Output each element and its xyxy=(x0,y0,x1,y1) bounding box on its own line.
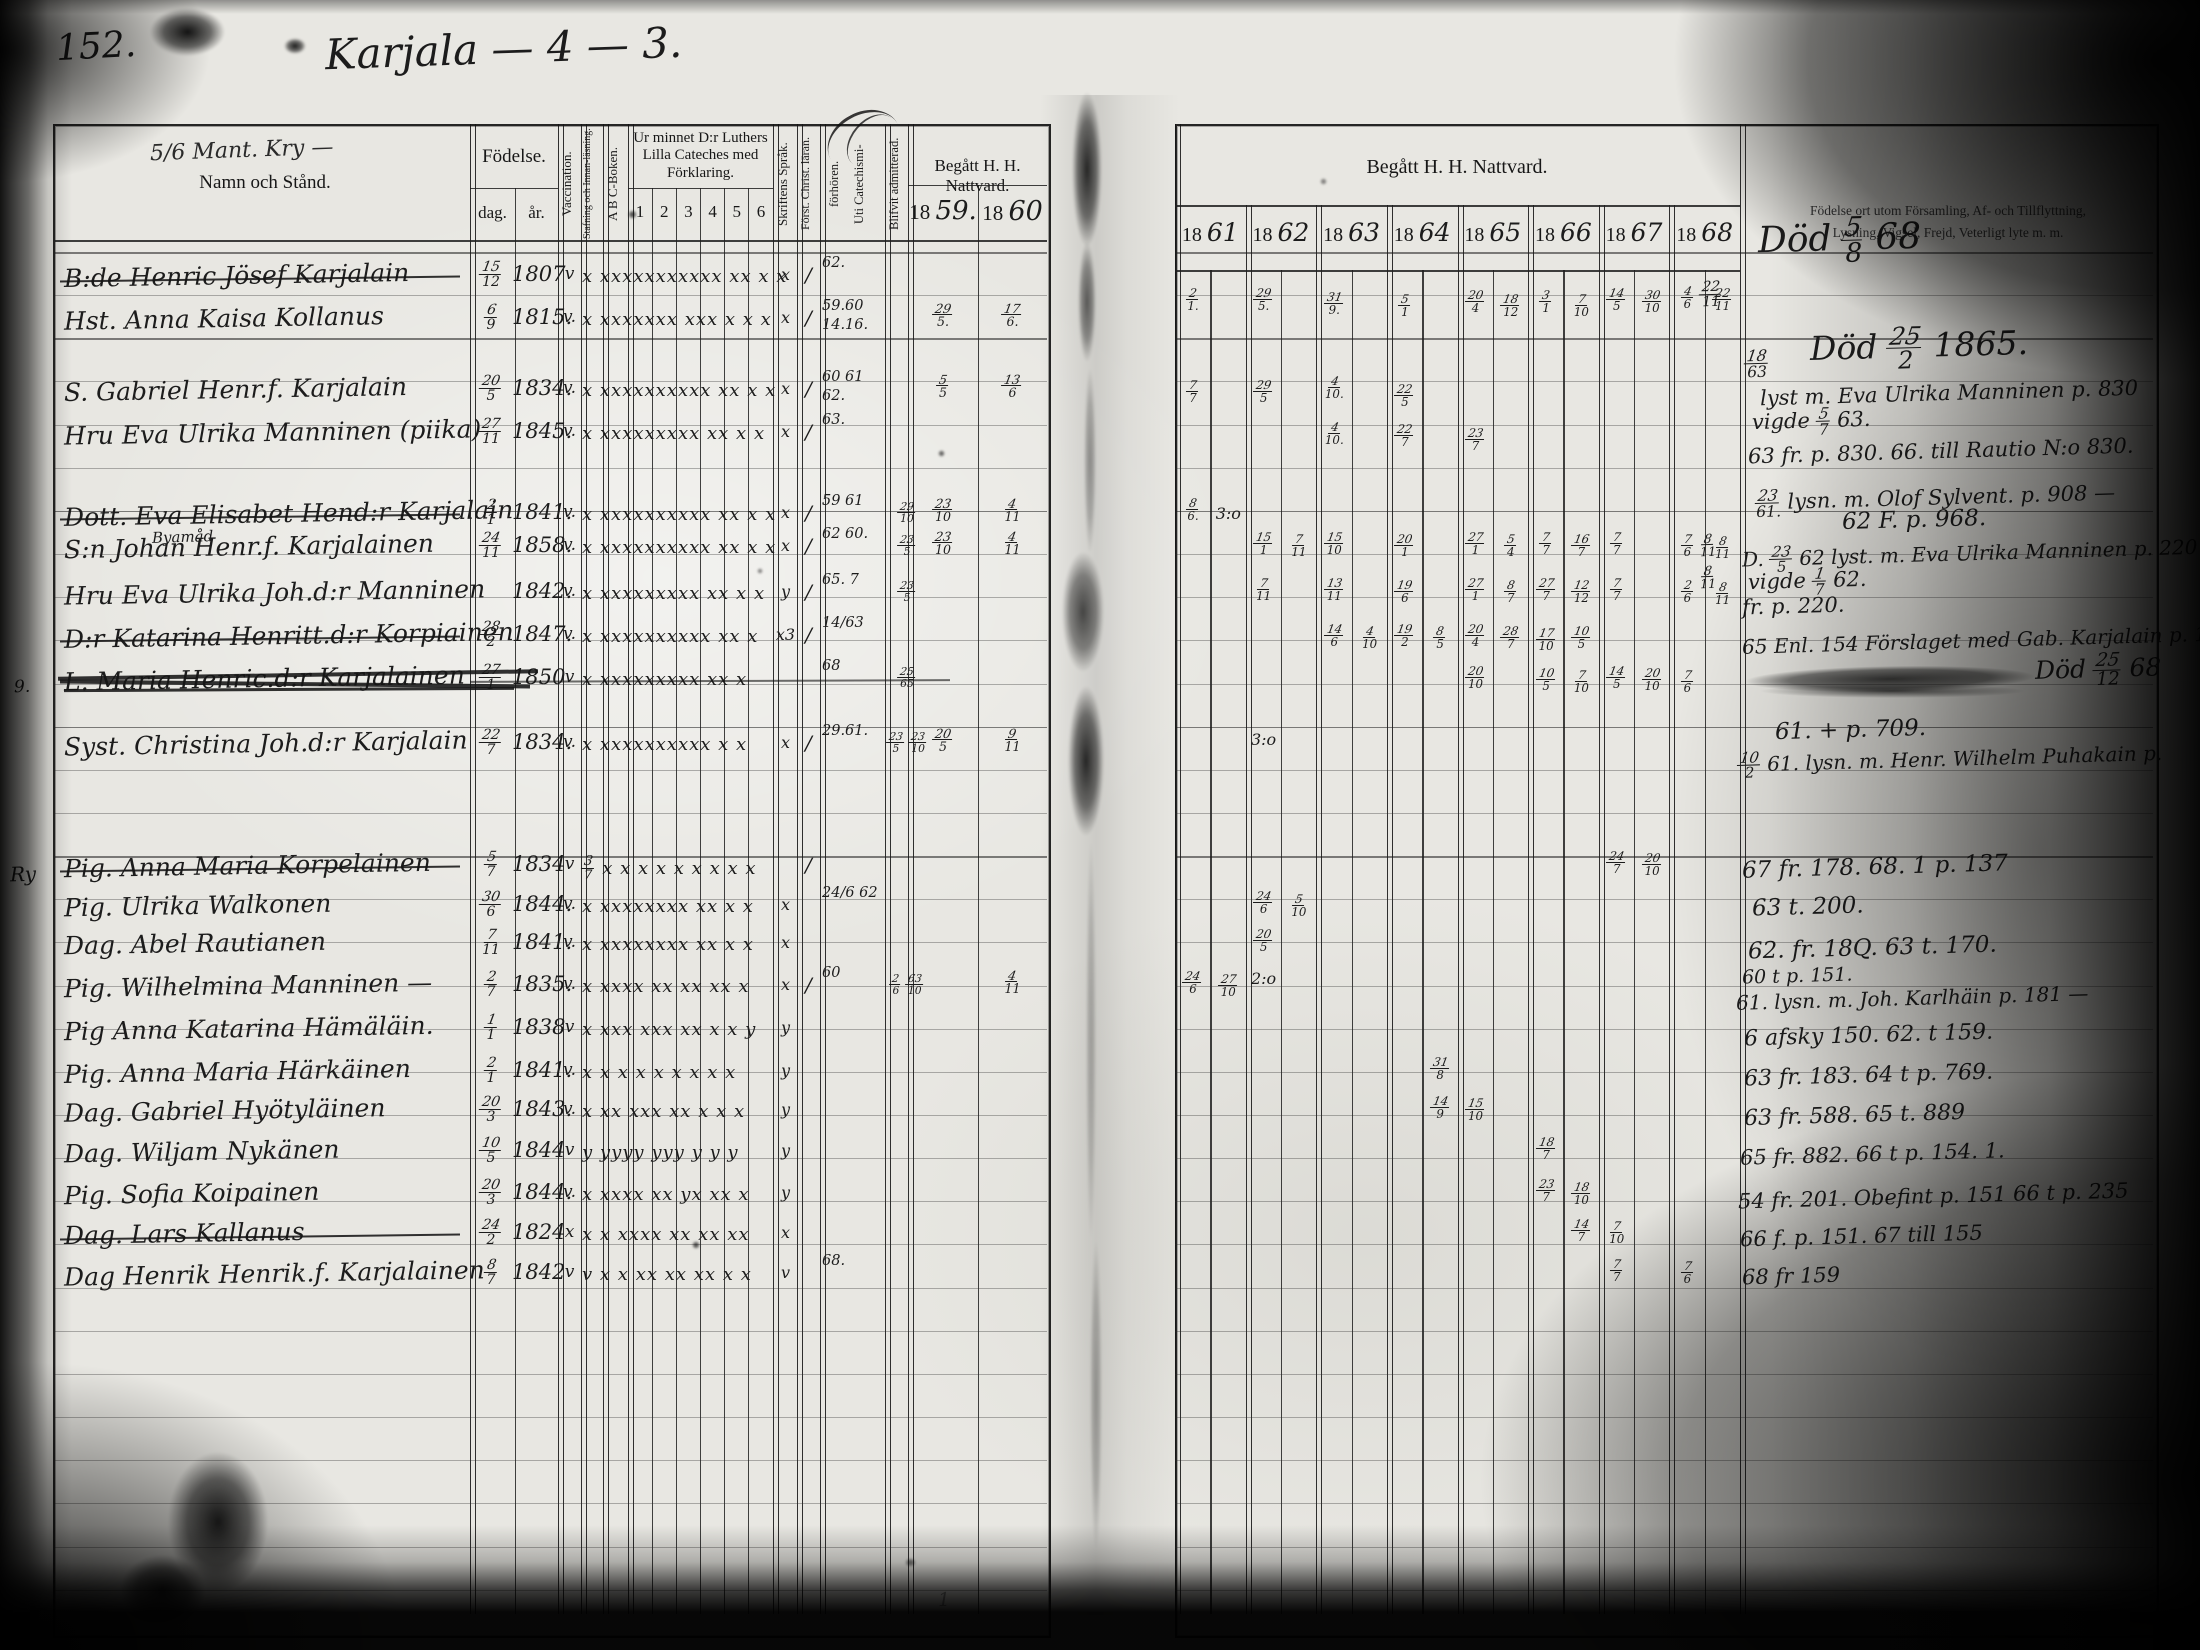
ink-blot xyxy=(938,450,945,457)
ink-blot xyxy=(1078,242,1096,362)
ink-blot xyxy=(168,1452,268,1592)
ink-blot xyxy=(905,1558,916,1567)
ink-blot xyxy=(628,210,637,219)
ink-blot xyxy=(692,1241,700,1249)
ink-blot xyxy=(1090,1240,1102,1550)
ink-blot xyxy=(757,568,763,574)
ink-blot xyxy=(284,38,306,54)
fold-shadow xyxy=(1040,95,1180,1615)
ink-blot xyxy=(150,8,225,56)
ink-blot xyxy=(1084,368,1096,553)
ink-blot xyxy=(1086,840,1096,1240)
ink-blot xyxy=(1320,178,1327,185)
ink-blot xyxy=(120,1555,205,1627)
ink-blot xyxy=(1062,552,1104,672)
ink-blot xyxy=(1068,686,1104,836)
ink-blot xyxy=(1072,92,1102,247)
